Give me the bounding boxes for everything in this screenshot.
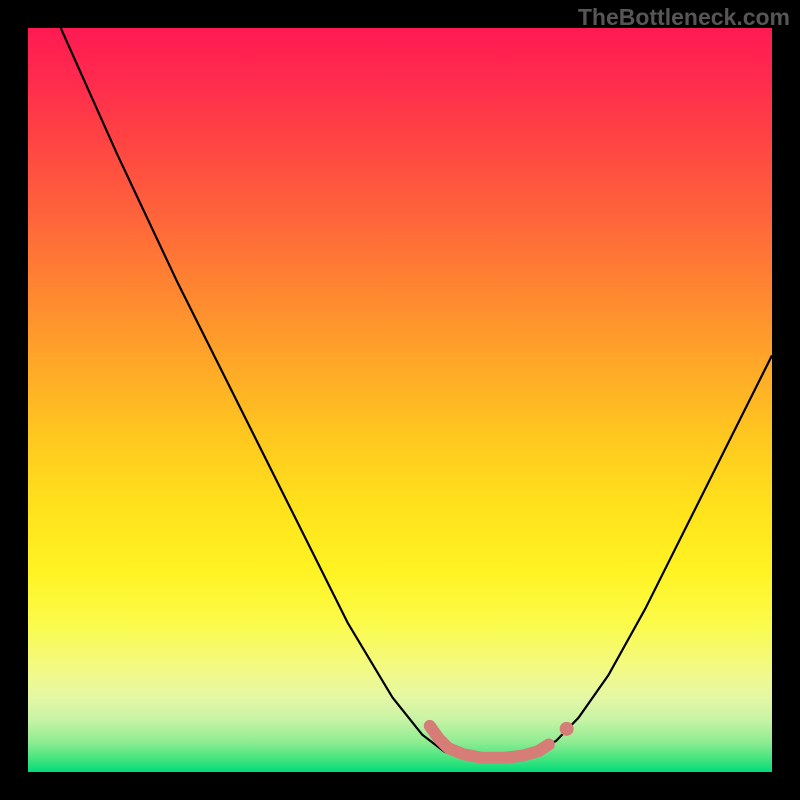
- bottleneck-chart: [0, 0, 800, 800]
- chart-background: [28, 28, 772, 772]
- watermark-text: TheBottleneck.com: [578, 4, 790, 31]
- optimal-zone-end-dot: [560, 722, 574, 736]
- chart-container: TheBottleneck.com: [0, 0, 800, 800]
